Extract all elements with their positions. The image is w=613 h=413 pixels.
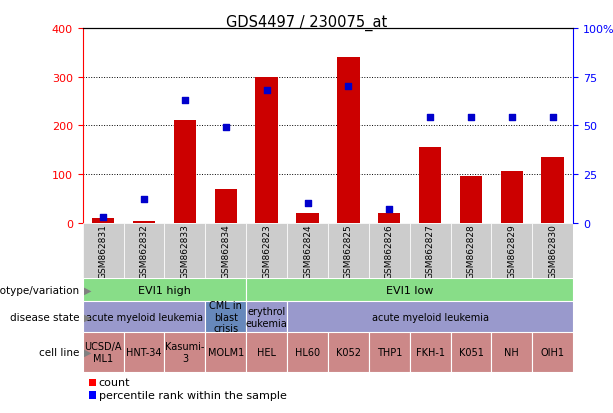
Text: ▶: ▶ [84, 312, 91, 322]
Bar [409, 223, 451, 279]
Bar [124, 332, 164, 372]
Text: FKH-1: FKH-1 [416, 347, 444, 357]
Bar [492, 332, 532, 372]
Text: ▶: ▶ [84, 285, 91, 295]
Text: erythrol
eukemia: erythrol eukemia [246, 306, 287, 328]
Text: OIH1: OIH1 [541, 347, 565, 357]
Text: NH: NH [504, 347, 519, 357]
Text: HNT-34: HNT-34 [126, 347, 162, 357]
Bar [419, 148, 441, 223]
Text: GSM862825: GSM862825 [344, 223, 353, 278]
Text: genotype/variation: genotype/variation [0, 285, 80, 295]
Bar [541, 157, 564, 223]
Bar [328, 223, 369, 279]
Bar [378, 213, 400, 223]
Point [507, 115, 517, 121]
Bar [205, 332, 246, 372]
Point [548, 115, 558, 121]
Text: GSM862827: GSM862827 [425, 223, 435, 278]
Text: GSM862832: GSM862832 [140, 223, 148, 278]
Bar [337, 58, 360, 223]
Bar [501, 172, 523, 223]
Bar [246, 301, 287, 332]
Bar [83, 223, 124, 279]
Text: GSM862833: GSM862833 [180, 223, 189, 278]
Text: CML in
blast
crisis: CML in blast crisis [210, 300, 242, 334]
Text: UCSD/A
ML1: UCSD/A ML1 [85, 341, 122, 363]
Bar [256, 77, 278, 223]
Bar [173, 121, 196, 223]
Bar [83, 332, 124, 372]
Point [221, 125, 230, 131]
Bar [124, 223, 164, 279]
Bar [205, 301, 246, 332]
Text: GSM862826: GSM862826 [385, 223, 394, 278]
Bar [451, 332, 492, 372]
Bar [246, 332, 287, 372]
Text: THP1: THP1 [376, 347, 402, 357]
Text: GDS4497 / 230075_at: GDS4497 / 230075_at [226, 14, 387, 31]
Point [466, 115, 476, 121]
Bar [296, 213, 319, 223]
Text: GSM862830: GSM862830 [548, 223, 557, 278]
Bar [532, 223, 573, 279]
Bar [246, 279, 573, 301]
Bar [246, 223, 287, 279]
Text: percentile rank within the sample: percentile rank within the sample [99, 390, 286, 400]
Bar [83, 279, 246, 301]
Point [98, 214, 108, 221]
Bar [532, 332, 573, 372]
Text: disease state: disease state [10, 312, 80, 322]
Text: cell line: cell line [39, 347, 80, 357]
Text: Kasumi-
3: Kasumi- 3 [166, 341, 205, 363]
Bar [328, 332, 369, 372]
Bar [83, 301, 205, 332]
Bar [492, 223, 532, 279]
Bar [287, 332, 328, 372]
Bar [164, 332, 205, 372]
Bar [287, 223, 328, 279]
Text: GSM862829: GSM862829 [508, 223, 516, 278]
Bar [287, 301, 573, 332]
Bar [133, 221, 155, 223]
Point [262, 88, 272, 94]
Text: K052: K052 [336, 347, 361, 357]
Text: GSM862834: GSM862834 [221, 223, 230, 278]
Text: GSM862823: GSM862823 [262, 223, 271, 278]
Point [180, 97, 190, 104]
Point [343, 84, 353, 90]
Text: EVI1 low: EVI1 low [386, 285, 433, 295]
Bar [369, 332, 409, 372]
Text: GSM862831: GSM862831 [99, 223, 108, 278]
Bar [164, 223, 205, 279]
Point [384, 206, 394, 213]
Text: GSM862824: GSM862824 [303, 224, 312, 278]
Bar [92, 218, 115, 223]
Bar [205, 223, 246, 279]
Point [425, 115, 435, 121]
Text: HL60: HL60 [295, 347, 320, 357]
Text: EVI1 high: EVI1 high [138, 285, 191, 295]
Point [303, 200, 313, 207]
Text: acute myeloid leukemia: acute myeloid leukemia [86, 312, 202, 322]
Bar [409, 332, 451, 372]
Bar [451, 223, 492, 279]
Text: acute myeloid leukemia: acute myeloid leukemia [371, 312, 489, 322]
Bar [369, 223, 409, 279]
Text: ▶: ▶ [84, 347, 91, 357]
Bar [460, 177, 482, 223]
Text: MOLM1: MOLM1 [208, 347, 244, 357]
Text: K051: K051 [459, 347, 484, 357]
Text: count: count [99, 377, 130, 387]
Text: GSM862828: GSM862828 [466, 223, 476, 278]
Bar [215, 189, 237, 223]
Point [139, 197, 149, 203]
Text: HEL: HEL [257, 347, 276, 357]
